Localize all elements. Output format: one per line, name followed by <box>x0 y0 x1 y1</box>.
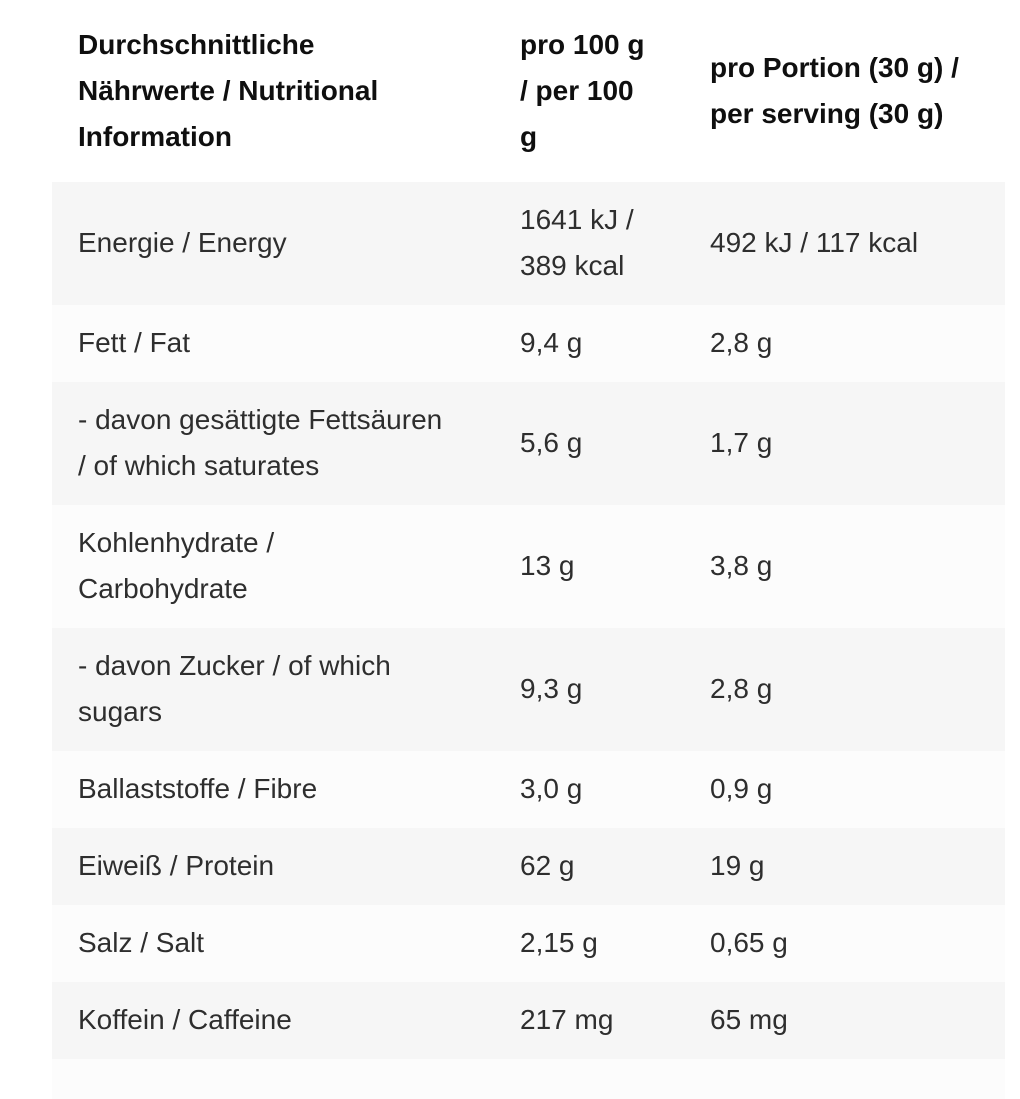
per-100g-value: 2,15 g <box>520 927 598 958</box>
per-serving-value: 2,8 g <box>710 327 773 358</box>
table-row: - davon Zucker / of which sugars 9,3 g 2… <box>52 628 1005 751</box>
nutrient-label: Koffein / Caffeine <box>78 1004 292 1035</box>
header-nutrient: Durchschnittliche Nährwerte / Nutritiona… <box>78 29 379 152</box>
table-row: Eiweiß / Protein 62 g 19 g <box>52 828 1005 905</box>
nutrition-table: Durchschnittliche Nährwerte / Nutritiona… <box>52 0 1005 1099</box>
per-100g-value: 3,0 g <box>520 773 583 804</box>
nutrient-label: Energie / Energy <box>78 227 287 258</box>
per-100g-value: 5,6 g <box>520 427 583 458</box>
per-100g-value: 62 g <box>520 850 575 881</box>
table-header-row: Durchschnittliche Nährwerte / Nutritiona… <box>52 0 1005 182</box>
per-serving-value: 0,9 g <box>710 773 773 804</box>
per-serving-value: 492 kJ / 117 kcal <box>710 227 919 258</box>
nutrient-label: Ballaststoffe / Fibre <box>78 773 318 804</box>
per-serving-value: 0,65 g <box>710 927 788 958</box>
per-serving-value: 3,8 g <box>710 550 773 581</box>
table-row: Salz / Salt 2,15 g 0,65 g <box>52 905 1005 982</box>
per-100g-value: 13 g <box>520 550 575 581</box>
nutrient-label: - davon Zucker / of which sugars <box>78 650 391 727</box>
table-row: Ballaststoffe / Fibre 3,0 g 0,9 g <box>52 751 1005 828</box>
per-serving-value: 65 mg <box>710 1004 788 1035</box>
table-row <box>52 1059 1005 1099</box>
per-100g-value: 9,4 g <box>520 327 583 358</box>
table-row: Kohlenhydrate / Carbohydrate 13 g 3,8 g <box>52 505 1005 628</box>
table-row: - davon gesättigte Fettsäuren / of which… <box>52 382 1005 505</box>
table-body: Energie / Energy 1641 kJ / 389 kcal 492 … <box>52 182 1005 1099</box>
nutrient-label: - davon gesättigte Fettsäuren / of which… <box>78 404 443 481</box>
per-serving-value: 19 g <box>710 850 765 881</box>
table-row: Koffein / Caffeine 217 mg 65 mg <box>52 982 1005 1059</box>
per-serving-value: 1,7 g <box>710 427 773 458</box>
per-100g-value: 9,3 g <box>520 673 583 704</box>
per-100g-value: 217 mg <box>520 1004 614 1035</box>
nutrient-label: Eiweiß / Protein <box>78 850 275 881</box>
nutrient-label: Kohlenhydrate / Carbohydrate <box>78 527 275 604</box>
nutrient-label: Fett / Fat <box>78 327 191 358</box>
table-row: Fett / Fat 9,4 g 2,8 g <box>52 305 1005 382</box>
table-row: Energie / Energy 1641 kJ / 389 kcal 492 … <box>52 182 1005 305</box>
header-per-serving: pro Portion (30 g) / per serving (30 g) <box>710 52 959 129</box>
nutrient-label: Salz / Salt <box>78 927 205 958</box>
header-per-100g: pro 100 g / per 100 g <box>520 29 645 152</box>
per-serving-value: 2,8 g <box>710 673 773 704</box>
per-100g-value: 1641 kJ / 389 kcal <box>520 204 634 281</box>
